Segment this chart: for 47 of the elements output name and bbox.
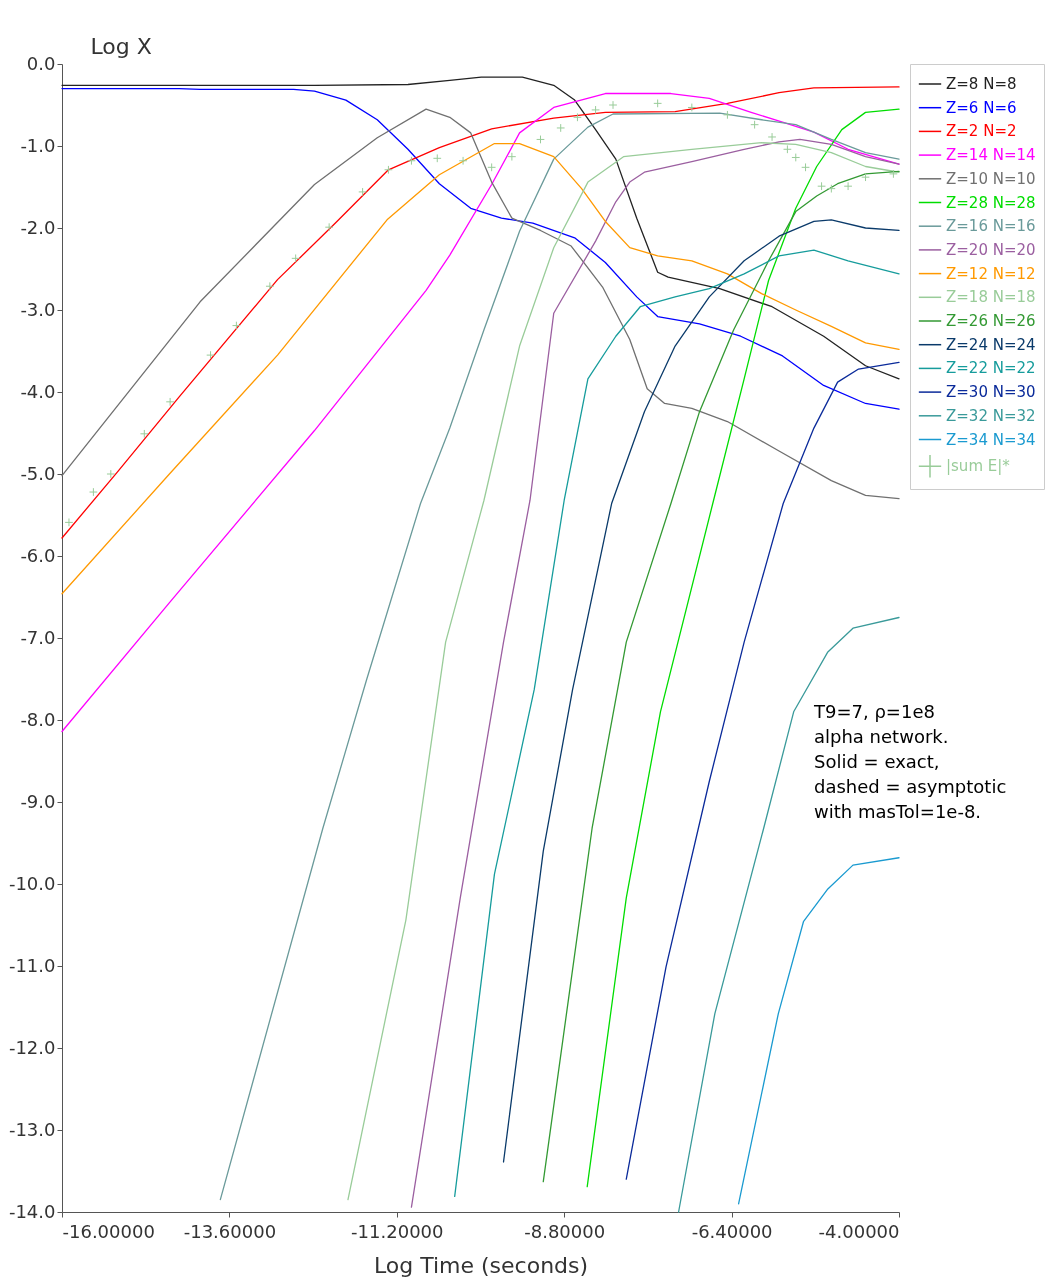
y-tick-label: -3.0: [20, 298, 56, 320]
legend-label: Z=26 N=26: [946, 312, 1036, 330]
legend-label: Z=2 N=2: [946, 122, 1017, 141]
y-tick-label: -7.0: [20, 626, 56, 648]
legend-label: Z=6 N=6: [946, 98, 1017, 117]
y-tick-label: -2.0: [20, 216, 56, 238]
y-axis-title: Log X: [90, 33, 152, 59]
annotation: with masTol=1e-8.: [814, 801, 982, 822]
y-tick-label: -12.0: [8, 1036, 56, 1058]
legend-label: |sum E|*: [946, 457, 1011, 476]
line-series: [737, 857, 900, 1205]
legend-label: Z=18 N=18: [946, 288, 1036, 307]
y-tick-label: -6.0: [20, 544, 56, 566]
legend-label: Z=28 N=28: [946, 193, 1036, 212]
y-tick-label: -5.0: [20, 462, 56, 484]
y-tick-label: -10.0: [8, 872, 56, 894]
line-series: [61, 142, 900, 595]
x-tick-label: -13.60000: [183, 1220, 277, 1242]
legend-label: Z=22 N=22: [946, 359, 1036, 378]
legend-label: Z=30 N=30: [946, 383, 1036, 402]
x-axis-title: Log Time (seconds): [373, 1252, 589, 1278]
y-tick-label: -1.0: [20, 134, 56, 156]
y-tick-label: -11.0: [8, 954, 56, 976]
annotation: T9=7, ρ=1e8: [813, 701, 935, 722]
annotation: alpha network.: [814, 726, 949, 747]
legend-label: Z=32 N=32: [946, 406, 1036, 425]
x-tick-label: -6.40000: [691, 1220, 773, 1242]
legend-label: Z=8 N=8: [946, 75, 1017, 93]
annotation: dashed = asymptotic: [814, 776, 1007, 797]
legend-label: Z=20 N=20: [946, 240, 1036, 259]
x-tick-label: -16.00000: [62, 1220, 155, 1242]
y-tick-label: 0.0: [26, 52, 56, 74]
x-tick-label: -8.80000: [524, 1220, 606, 1242]
legend-label: Z=12 N=12: [946, 264, 1036, 283]
y-tick-label: -9.0: [20, 790, 56, 812]
x-tick-label: -11.20000: [351, 1220, 444, 1242]
legend-label: Z=16 N=16: [946, 217, 1036, 236]
y-tick-label: -4.0: [20, 380, 56, 402]
annotation: Solid = exact,: [814, 751, 940, 772]
legend-label: Z=10 N=10: [946, 169, 1036, 188]
y-tick-label: -14.0: [8, 1200, 56, 1222]
legend-label: Z=24 N=24: [946, 335, 1036, 354]
legend-label: Z=14 N=14: [946, 146, 1036, 165]
x-tick-label: -4.00000: [818, 1220, 900, 1242]
y-tick-label: -8.0: [20, 708, 56, 730]
legend-label: Z=34 N=34: [946, 430, 1036, 449]
y-tick-label: -13.0: [8, 1118, 56, 1140]
